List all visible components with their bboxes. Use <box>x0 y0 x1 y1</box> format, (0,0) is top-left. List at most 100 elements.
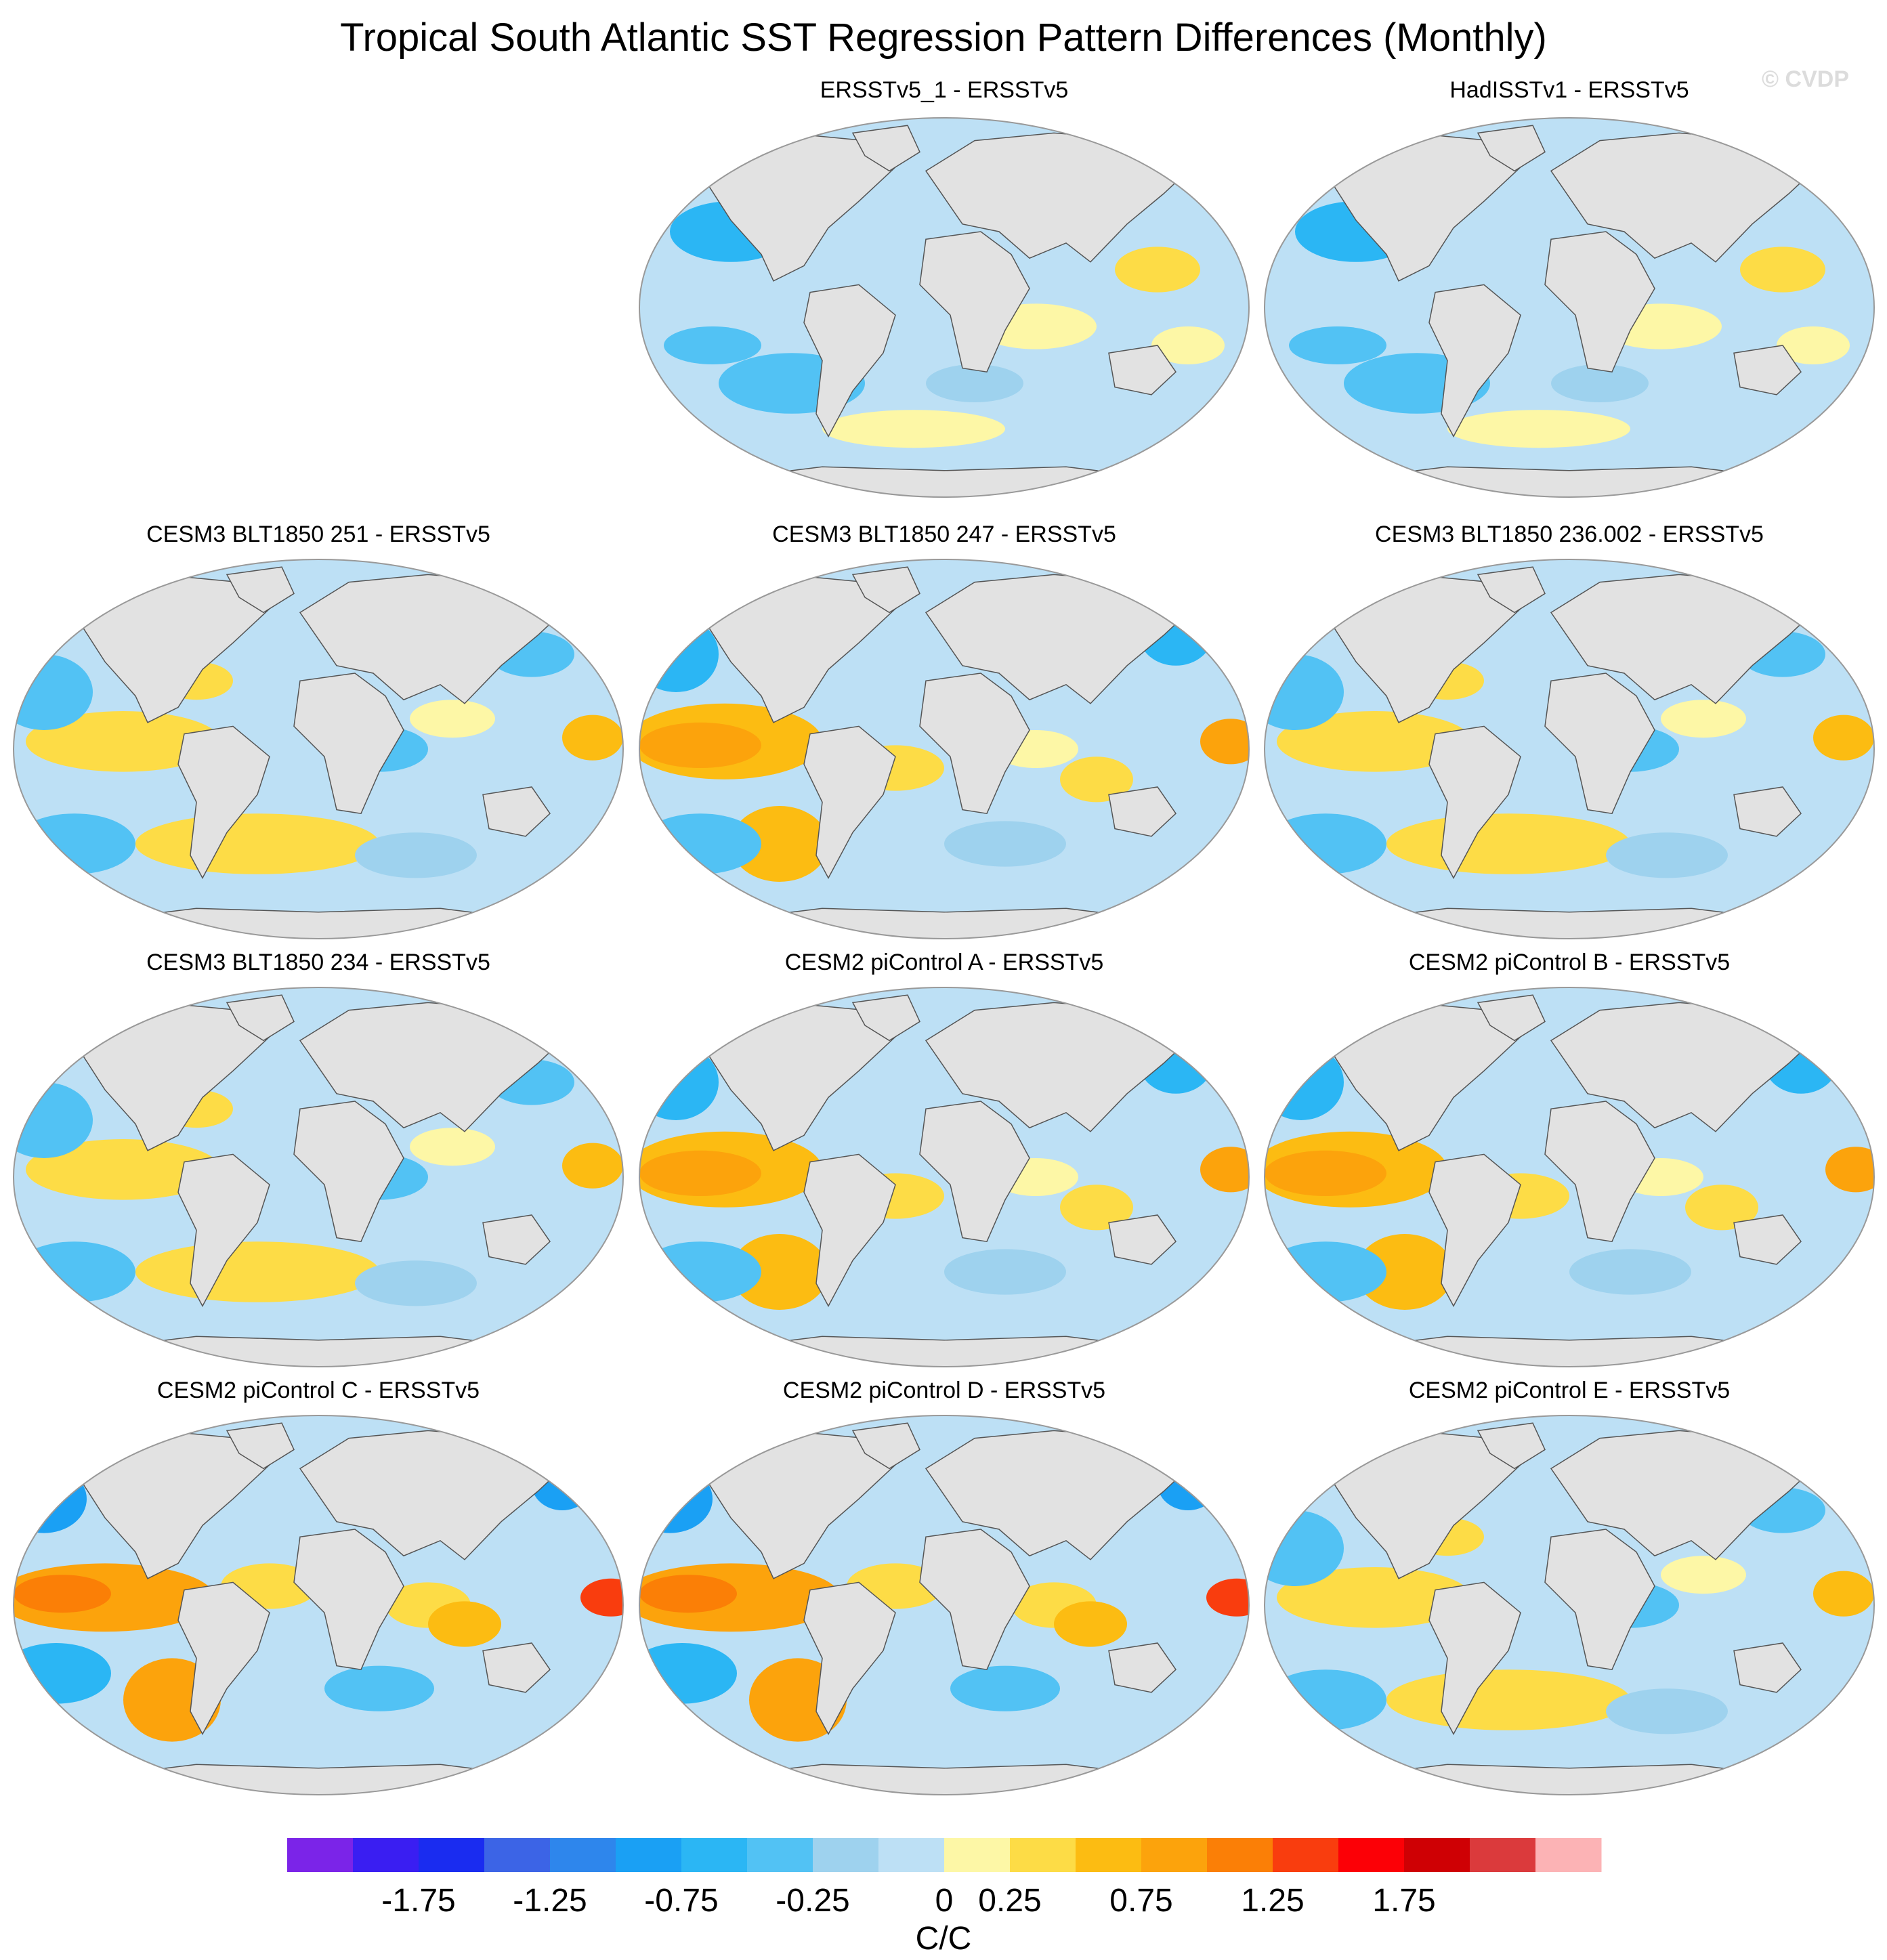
land-mass <box>803 1153 896 1307</box>
map-panel: ERSSTv5_1 - ERSSTv5 <box>639 77 1250 498</box>
sst-contour-region <box>944 1249 1066 1295</box>
colorbar-swatch <box>550 1838 616 1872</box>
land-mass <box>98 1764 538 1795</box>
sst-contour-region <box>428 1601 501 1647</box>
land-mass <box>803 284 896 438</box>
land-mass <box>851 994 920 1042</box>
land-mass <box>293 1101 404 1243</box>
map-panel: CESM3 BLT1850 247 - ERSSTv5 <box>639 521 1250 939</box>
colorbar-swatch <box>287 1838 354 1872</box>
sst-contour-region <box>1740 247 1825 293</box>
sst-contour-region <box>1606 1688 1728 1734</box>
colorbar-swatch <box>878 1838 945 1872</box>
land-mass <box>67 1002 271 1151</box>
panel-title: CESM3 BLT1850 247 - ERSSTv5 <box>772 521 1116 547</box>
sst-contour-region <box>1661 1556 1746 1594</box>
land-mass <box>177 1581 270 1735</box>
sst-contour-region <box>1265 1044 1344 1120</box>
land-mass <box>919 1101 1030 1243</box>
colorbar-tick-label: 0.25 <box>978 1883 1041 1919</box>
land-mass <box>1428 284 1521 438</box>
map-border <box>1264 1415 1875 1795</box>
map-border <box>13 559 624 939</box>
land-mass <box>1733 345 1802 396</box>
sst-contour-region <box>822 410 1005 448</box>
land-mass <box>1108 786 1176 837</box>
land-mass <box>1733 786 1802 837</box>
land-mass <box>1544 1101 1655 1243</box>
sst-contour-region <box>639 616 719 692</box>
land-mass <box>919 1529 1030 1671</box>
panel-title: CESM2 piControl B - ERSSTv5 <box>1409 950 1730 975</box>
land-mass <box>293 1529 404 1671</box>
land-mass <box>482 1642 551 1693</box>
figure-title: Tropical South Atlantic SST Regression P… <box>340 16 1547 60</box>
sst-contour-region <box>1265 1150 1386 1196</box>
sst-contour-region <box>1569 1249 1691 1295</box>
colorbar-swatch <box>419 1838 485 1872</box>
land-mass <box>1318 132 1522 282</box>
land-mass <box>1349 1336 1789 1367</box>
sst-contour-region <box>639 1044 719 1120</box>
map-panels: ERSSTv5_1 - ERSSTv5 HadISSTv1 - ERSSTv5 CE… <box>13 77 1875 1795</box>
land-mass <box>1108 1642 1176 1693</box>
colorbar-unit-label: C/C <box>916 1921 972 1957</box>
sst-contour-region <box>1777 326 1850 364</box>
panel-title: CESM3 BLT1850 236.002 - ERSSTv5 <box>1375 521 1764 547</box>
panel-title: CESM3 BLT1850 234 - ERSSTv5 <box>146 950 490 975</box>
sst-contour-region <box>731 806 828 882</box>
land-mass <box>1318 574 1522 723</box>
sst-contour-region <box>1447 410 1630 448</box>
colorbar-tick-label: -1.25 <box>513 1883 587 1919</box>
colorbar-swatch <box>1338 1838 1405 1872</box>
sst-contour-region <box>1277 1567 1472 1628</box>
sst-contour-region <box>1200 719 1249 765</box>
land-mass <box>98 1336 538 1367</box>
sst-contour-region <box>1060 1185 1133 1231</box>
land-mass <box>1477 1422 1546 1470</box>
sst-contour-region <box>1551 364 1649 402</box>
land-mass <box>1428 1153 1521 1307</box>
land-mass <box>724 908 1164 939</box>
sst-contour-region <box>135 813 379 874</box>
colorbar-tick-label: 1.25 <box>1241 1883 1304 1919</box>
land-mass <box>803 1581 896 1735</box>
sst-contour-region <box>14 1575 111 1613</box>
sst-contour-region <box>355 832 477 878</box>
sst-contour-region <box>639 1643 737 1704</box>
map-panel: CESM2 piControl B - ERSSTv5 <box>1264 950 1875 1367</box>
colorbar-swatch <box>1010 1838 1076 1872</box>
map-panel: CESM3 BLT1850 234 - ERSSTv5 <box>13 950 624 1367</box>
panel-title: CESM2 piControl D - ERSSTv5 <box>783 1378 1105 1403</box>
colorbar-tick-label: -0.25 <box>776 1883 849 1919</box>
land-mass <box>724 1764 1164 1795</box>
land-mass <box>1108 345 1176 396</box>
land-mass <box>226 1422 295 1470</box>
land-mass <box>693 1430 897 1579</box>
map-border <box>13 987 624 1367</box>
panel-title: CESM2 piControl C - ERSSTv5 <box>157 1378 480 1403</box>
land-mass <box>177 1153 270 1307</box>
sst-contour-region <box>410 1128 495 1166</box>
sst-contour-region <box>639 813 761 874</box>
sst-contour-region <box>1386 813 1630 874</box>
land-mass <box>67 574 271 723</box>
land-mass <box>1349 1764 1789 1795</box>
sst-contour-region <box>1661 700 1746 738</box>
panel-title: CESM3 BLT1850 251 - ERSSTv5 <box>146 521 490 547</box>
colorbar-swatch <box>484 1838 551 1872</box>
sst-contour-region <box>1825 1147 1874 1193</box>
sst-contour-region <box>562 1143 623 1189</box>
colorbar-swatch <box>1470 1838 1536 1872</box>
land-mass <box>1428 1581 1521 1735</box>
map-border <box>1264 117 1875 498</box>
sst-contour-region <box>1265 813 1386 874</box>
panel-title: ERSSTv5_1 - ERSSTv5 <box>820 77 1069 103</box>
sst-contour-region <box>639 1241 761 1302</box>
sst-contour-region <box>950 1665 1060 1711</box>
sst-contour-region <box>562 715 623 761</box>
land-mass <box>1318 1430 1522 1579</box>
land-mass <box>693 132 897 282</box>
colorbar-tick-label: -0.75 <box>644 1883 718 1919</box>
sst-contour-region <box>1606 832 1728 878</box>
